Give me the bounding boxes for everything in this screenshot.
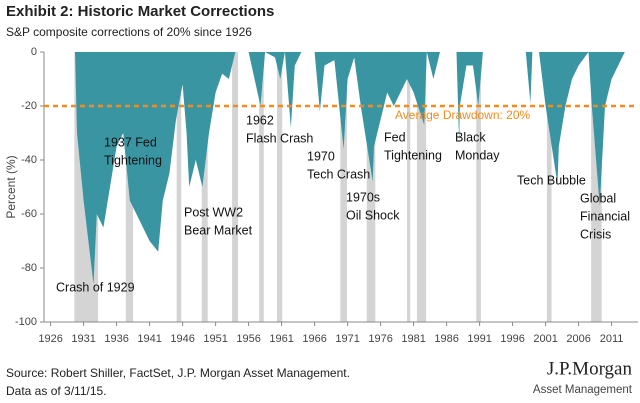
recession-band xyxy=(340,52,347,322)
x-tick-label: 1976 xyxy=(368,333,392,345)
recession-band xyxy=(476,52,481,322)
x-tick-label: 1991 xyxy=(467,333,491,345)
recession-band xyxy=(591,52,602,322)
annotation: Tightening xyxy=(384,148,442,162)
y-tick-label: 0 xyxy=(31,46,37,58)
annotation: 1937 Fed xyxy=(104,135,157,149)
x-tick-label: 2011 xyxy=(600,333,624,345)
logo: J.P.Morgan xyxy=(547,358,633,379)
x-tick-label: 1951 xyxy=(203,333,227,345)
annotation: Bear Market xyxy=(184,223,253,237)
x-tick-label: 2001 xyxy=(533,333,557,345)
annotation: Fed xyxy=(384,130,406,144)
x-tick-label: 1926 xyxy=(38,333,62,345)
annotation: Tech Crash xyxy=(307,167,370,181)
recession-band xyxy=(259,52,264,322)
annotation: Tech Bubble xyxy=(517,173,586,187)
chart-title: Exhibit 2: Historic Market Corrections xyxy=(6,3,274,20)
annotation: Global xyxy=(580,191,616,205)
y-tick-label: -40 xyxy=(21,154,37,166)
y-tick-label: -80 xyxy=(21,262,37,274)
y-tick-label: -100 xyxy=(15,316,37,328)
x-tick-label: 1941 xyxy=(137,333,161,345)
y-tick-label: -60 xyxy=(21,208,37,220)
x-tick-label: 1961 xyxy=(269,333,293,345)
annotation: Oil Shock xyxy=(346,208,400,222)
y-tick-label: -20 xyxy=(21,100,37,112)
annotation: 1962 xyxy=(246,113,274,127)
annotation: 1970s xyxy=(346,190,380,204)
annotation: Black xyxy=(455,130,486,144)
source: Source: Robert Shiller, FactSet, J.P. Mo… xyxy=(6,366,350,380)
x-tick-label: 1946 xyxy=(170,333,194,345)
annotation: Tightening xyxy=(104,153,162,167)
x-tick-label: 2006 xyxy=(566,333,590,345)
recession-band xyxy=(276,52,283,322)
y-axis-label: Percent (%) xyxy=(4,155,18,218)
recession-band xyxy=(176,52,182,322)
annotation: 1970 xyxy=(307,149,335,163)
x-tick-label: 1936 xyxy=(104,333,128,345)
chart-subtitle: S&P composite corrections of 20% since 1… xyxy=(6,25,252,39)
recession-band xyxy=(232,52,239,322)
x-tick-label: 1986 xyxy=(434,333,458,345)
x-tick-label: 1981 xyxy=(401,333,425,345)
recession-band xyxy=(416,52,427,322)
annotation: Financial xyxy=(580,209,630,223)
x-tick-label: 1971 xyxy=(335,333,359,345)
average-label: Average Drawdown: 20% xyxy=(395,108,531,122)
drawdown-area xyxy=(50,52,639,285)
annotation: Post WW2 xyxy=(184,205,243,219)
x-tick-label: 1931 xyxy=(71,333,95,345)
recession-band xyxy=(366,52,376,322)
source: Data as of 3/11/15. xyxy=(6,384,107,398)
recession-band xyxy=(407,52,411,322)
x-tick-label: 1996 xyxy=(500,333,524,345)
logo-subtitle: Asset Management xyxy=(533,384,633,396)
annotation: Flash Crash xyxy=(246,131,313,145)
recession-band xyxy=(546,52,552,322)
annotation: Crisis xyxy=(580,227,611,241)
x-tick-label: 1956 xyxy=(236,333,260,345)
annotation: Crash of 1929 xyxy=(56,280,135,294)
x-tick-label: 1966 xyxy=(302,333,326,345)
annotation: Monday xyxy=(455,148,500,162)
recession-band xyxy=(201,52,208,322)
